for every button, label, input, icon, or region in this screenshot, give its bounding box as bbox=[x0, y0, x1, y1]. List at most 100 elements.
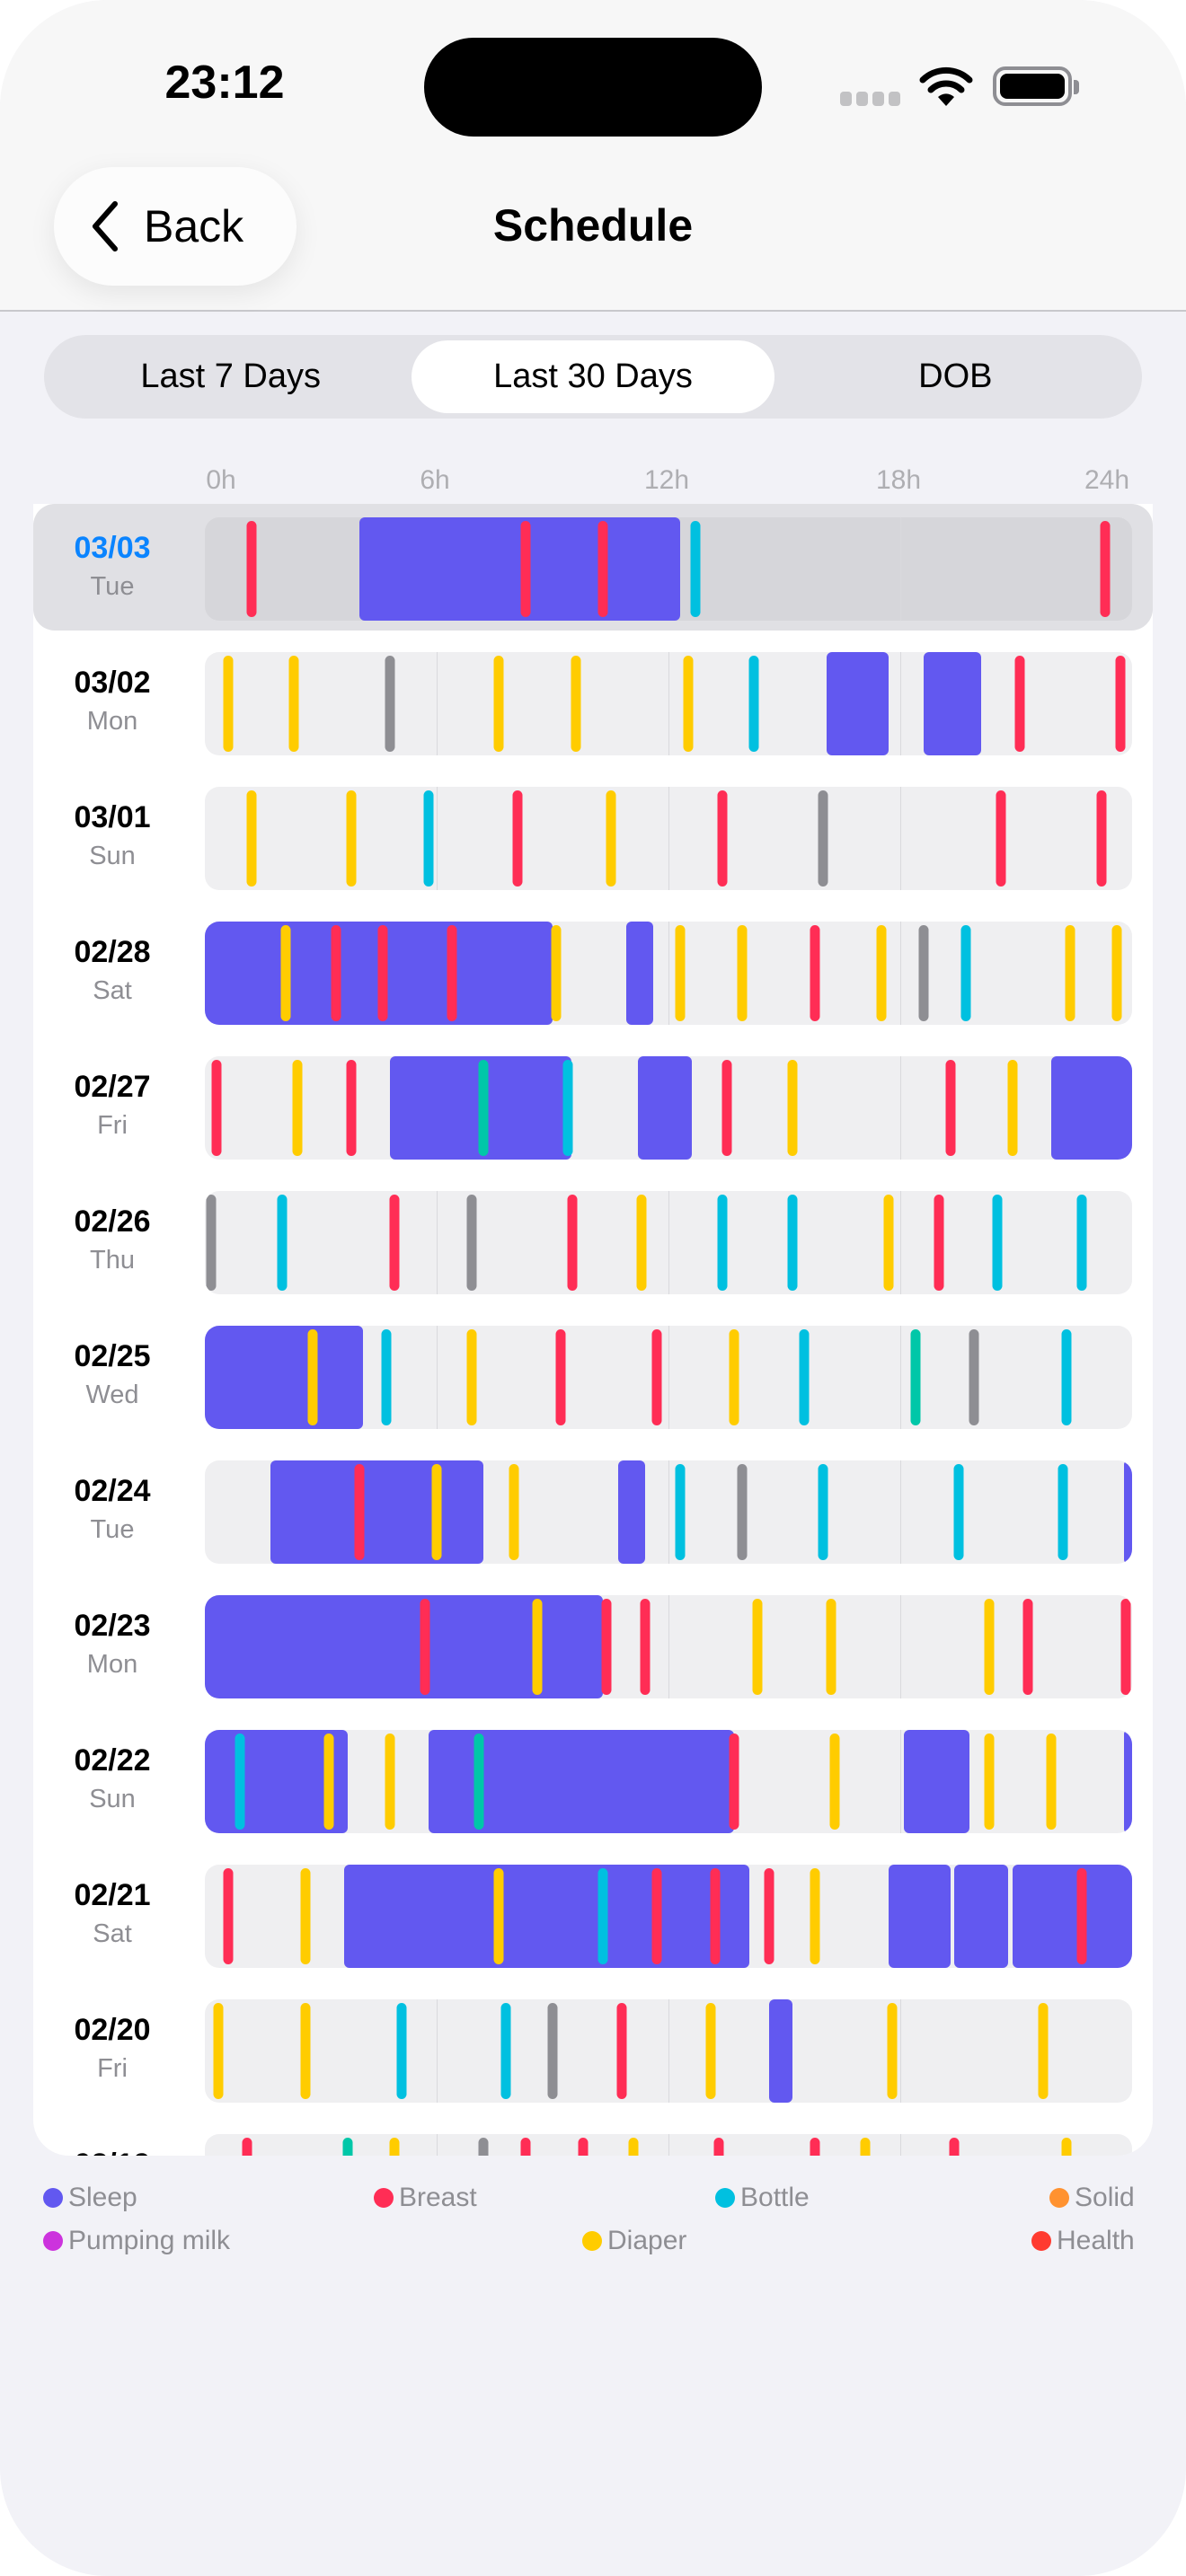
diaper-event[interactable] bbox=[509, 1464, 519, 1560]
bottle-event[interactable] bbox=[953, 1464, 963, 1560]
breast-event[interactable] bbox=[1022, 1599, 1033, 1695]
bottle-event[interactable] bbox=[787, 1195, 798, 1291]
breast-event[interactable] bbox=[354, 1464, 365, 1560]
day-timeline[interactable] bbox=[205, 1730, 1132, 1833]
bottle-event[interactable] bbox=[396, 2003, 407, 2099]
diaper-event[interactable] bbox=[810, 1868, 820, 1964]
breast-event[interactable] bbox=[717, 790, 728, 887]
day-timeline[interactable] bbox=[205, 1056, 1132, 1160]
back-button[interactable]: Back bbox=[54, 167, 296, 286]
bottle-event[interactable] bbox=[748, 656, 759, 752]
teal-event[interactable] bbox=[474, 1734, 484, 1830]
day-timeline[interactable] bbox=[205, 1460, 1132, 1564]
breast-event[interactable] bbox=[949, 2138, 960, 2156]
breast-event[interactable] bbox=[713, 2138, 724, 2156]
day-row[interactable]: 03/03 Tue bbox=[33, 504, 1153, 630]
diaper-event[interactable] bbox=[737, 925, 748, 1021]
breast-event[interactable] bbox=[578, 2138, 589, 2156]
diaper-event[interactable] bbox=[385, 1734, 395, 1830]
gray-event[interactable] bbox=[969, 1329, 979, 1425]
bottle-event[interactable] bbox=[1061, 1329, 1072, 1425]
sleep-block[interactable] bbox=[889, 1865, 951, 1968]
bottle-event[interactable] bbox=[818, 1464, 828, 1560]
breast-event[interactable] bbox=[520, 521, 531, 617]
breast-event[interactable] bbox=[242, 2138, 252, 2156]
sleep-block[interactable] bbox=[270, 1460, 483, 1564]
breast-event[interactable] bbox=[651, 1329, 662, 1425]
diaper-event[interactable] bbox=[431, 1464, 442, 1560]
diaper-event[interactable] bbox=[860, 2138, 871, 2156]
day-row[interactable]: 02/27 Fri bbox=[33, 1043, 1153, 1169]
breast-event[interactable] bbox=[721, 1060, 731, 1156]
sleep-block[interactable] bbox=[1124, 1730, 1132, 1833]
gray-event[interactable] bbox=[478, 2138, 489, 2156]
breast-event[interactable] bbox=[640, 1599, 651, 1695]
breast-event[interactable] bbox=[447, 925, 457, 1021]
bottle-event[interactable] bbox=[960, 925, 971, 1021]
schedule-list[interactable]: 03/03 Tue 03/02 Mon 03/01 Sun 02/28 Sat 02/27 Fri… bbox=[33, 504, 1153, 2156]
diaper-event[interactable] bbox=[300, 2003, 311, 2099]
diaper-event[interactable] bbox=[307, 1329, 318, 1425]
sleep-block[interactable] bbox=[205, 1595, 603, 1698]
breast-event[interactable] bbox=[420, 1599, 430, 1695]
diaper-event[interactable] bbox=[984, 1734, 995, 1830]
diaper-event[interactable] bbox=[829, 1734, 840, 1830]
day-row[interactable]: 03/02 Mon bbox=[33, 639, 1153, 764]
diaper-event[interactable] bbox=[571, 656, 581, 752]
day-row[interactable]: 03/01 Sun bbox=[33, 773, 1153, 899]
gray-event[interactable] bbox=[737, 1464, 748, 1560]
teal-event[interactable] bbox=[478, 1060, 489, 1156]
breast-event[interactable] bbox=[346, 1060, 357, 1156]
breast-event[interactable] bbox=[211, 1060, 222, 1156]
diaper-event[interactable] bbox=[826, 1599, 836, 1695]
breast-event[interactable] bbox=[945, 1060, 956, 1156]
diaper-event[interactable] bbox=[288, 656, 299, 752]
diaper-event[interactable] bbox=[1007, 1060, 1018, 1156]
diaper-event[interactable] bbox=[887, 2003, 898, 2099]
breast-event[interactable] bbox=[1115, 656, 1126, 752]
breast-event[interactable] bbox=[1014, 656, 1025, 752]
gray-event[interactable] bbox=[466, 1195, 477, 1291]
breast-event[interactable] bbox=[710, 1868, 721, 1964]
sleep-block[interactable] bbox=[1012, 1865, 1132, 1968]
bottle-event[interactable] bbox=[717, 1195, 728, 1291]
diaper-event[interactable] bbox=[636, 1195, 647, 1291]
sleep-block[interactable] bbox=[1050, 1056, 1132, 1160]
diaper-event[interactable] bbox=[752, 1599, 763, 1695]
bottle-event[interactable] bbox=[423, 790, 434, 887]
sleep-block[interactable] bbox=[618, 1460, 646, 1564]
breast-event[interactable] bbox=[1096, 790, 1107, 887]
breast-event[interactable] bbox=[651, 1868, 662, 1964]
breast-event[interactable] bbox=[331, 925, 341, 1021]
breast-event[interactable] bbox=[246, 521, 257, 617]
sleep-block[interactable] bbox=[625, 922, 653, 1025]
bottle-event[interactable] bbox=[992, 1195, 1002, 1291]
breast-event[interactable] bbox=[1100, 521, 1111, 617]
day-timeline[interactable] bbox=[205, 517, 1132, 621]
diaper-event[interactable] bbox=[787, 1060, 798, 1156]
tab-last-30-days[interactable]: Last 30 Days bbox=[412, 340, 774, 413]
teal-event[interactable] bbox=[342, 2138, 353, 2156]
gray-event[interactable] bbox=[385, 656, 395, 752]
sleep-block[interactable] bbox=[954, 1865, 1009, 1968]
gray-event[interactable] bbox=[206, 1195, 217, 1291]
diaper-event[interactable] bbox=[532, 1599, 543, 1695]
diaper-event[interactable] bbox=[213, 2003, 224, 2099]
day-row[interactable]: 02/26 Thu bbox=[33, 1178, 1153, 1303]
diaper-event[interactable] bbox=[1046, 1734, 1057, 1830]
breast-event[interactable] bbox=[512, 790, 523, 887]
gray-event[interactable] bbox=[918, 925, 929, 1021]
diaper-event[interactable] bbox=[300, 1868, 311, 1964]
gray-event[interactable] bbox=[818, 790, 828, 887]
day-timeline[interactable] bbox=[205, 2134, 1132, 2156]
day-timeline[interactable] bbox=[205, 1999, 1132, 2103]
diaper-event[interactable] bbox=[883, 1195, 894, 1291]
sleep-block[interactable] bbox=[768, 1999, 792, 2103]
breast-event[interactable] bbox=[567, 1195, 577, 1291]
sleep-block[interactable] bbox=[343, 1865, 750, 1968]
sleep-block[interactable] bbox=[1124, 1460, 1132, 1564]
day-row[interactable]: 02/21 Sat bbox=[33, 1851, 1153, 1977]
breast-event[interactable] bbox=[601, 1599, 612, 1695]
day-row[interactable]: 02/22 Sun bbox=[33, 1716, 1153, 1842]
day-timeline[interactable] bbox=[205, 922, 1132, 1025]
